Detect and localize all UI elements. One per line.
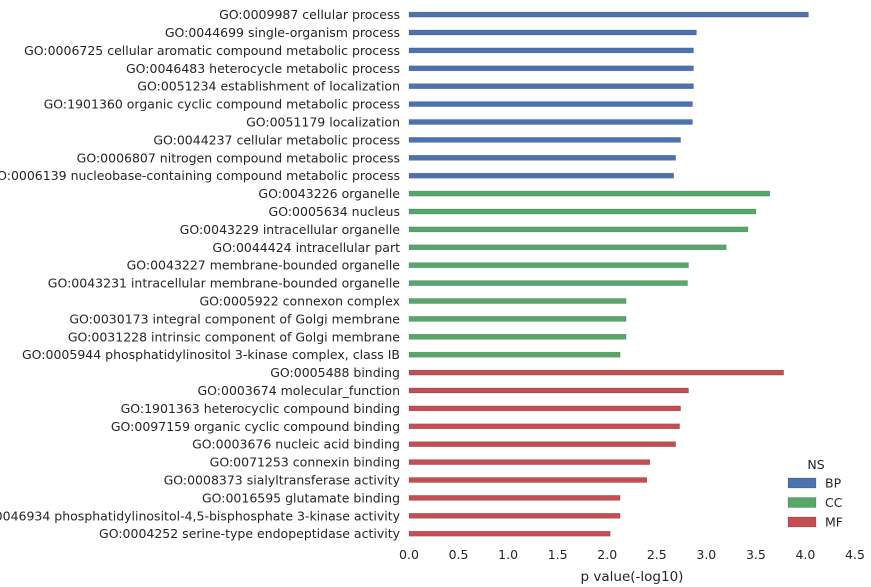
category-label: GO:0071253 connexin binding [210,455,400,470]
bar-mf [408,405,681,412]
bar-mf [408,441,676,448]
category-label: GO:0009987 cellular process [219,7,400,22]
category-label: GO:0044699 single-organism process [165,25,400,40]
bar-cc [408,262,689,269]
category-label: GO:0006807 nitrogen compound metabolic p… [77,150,400,165]
x-tick-label: 1.5 [548,547,568,562]
bar-cc [408,190,771,197]
x-axis-ticks: 0.0 0.5 1.0 1.5 2.0 2.5 3.0 3.5 4.0 4.5 [399,547,865,562]
category-label: GO:0044424 intracellular part [212,240,400,255]
category-label: GO:0008373 sialyltransferase activity [164,473,401,488]
bar-mf [408,369,784,376]
category-label: GO:0006139 nucleobase-containing compoun… [0,168,400,183]
x-tick-label: 4.0 [795,547,815,562]
legend-swatch-bp [787,477,817,489]
x-tick-label: 3.0 [696,547,716,562]
bar-bp [408,137,681,143]
category-labels: GO:0009987 cellular process GO:0044699 si… [0,7,401,541]
category-label: GO:0043229 intracellular organelle [180,222,401,237]
legend-label-cc: CC [825,495,843,510]
bar-cc [408,226,749,233]
legend-label-mf: MF [825,515,843,530]
x-tick-label: 2.5 [647,547,667,562]
category-label: GO:0043231 intracellular membrane-bounde… [48,276,401,291]
x-tick-label: 1.0 [498,547,518,562]
category-label: GO:0051179 localization [246,115,400,130]
legend-swatch-mf [787,516,817,528]
category-label: GO:0046483 heterocycle metabolic process [126,61,400,76]
bar-cc [408,333,627,340]
bar-bp [408,29,697,36]
category-label: GO:0003674 molecular_function [197,383,400,398]
category-label: GO:0005634 nucleus [269,204,400,219]
bar-cc [408,280,688,286]
bar-mf [408,387,689,394]
bar-bp [408,11,809,18]
legend-label-bp: BP [825,476,842,491]
bar-bp [408,47,694,54]
legend: NS BP CC MF [787,457,843,530]
bar-mf [408,459,651,465]
x-tick-label: 4.5 [845,547,865,562]
bar-cc [408,298,627,304]
bars-layer [408,11,809,537]
category-label: GO:0006725 cellular aromatic compound me… [24,43,400,58]
bar-bp [408,101,693,107]
category-label: GO:0005944 phosphatidylinositol 3-kinase… [22,347,400,362]
category-label: GO:0044237 cellular metabolic process [153,132,400,147]
x-axis-title: p value(-log10) [581,569,684,585]
bar-mf [408,423,680,430]
x-tick-label: 0.5 [449,547,469,562]
x-tick-label: 2.0 [597,547,617,562]
category-label: GO:0043226 organelle [258,186,400,201]
category-label: GO:0051234 establishment of localization [137,79,400,94]
bar-bp [408,155,676,161]
x-tick-label: 0.0 [399,547,419,562]
category-label: GO:0004252 serine-type endopeptidase act… [99,526,401,541]
category-label: GO:1901360 organic cyclic compound metab… [44,97,400,112]
bar-cc [408,244,727,251]
category-label: GO:0030173 integral component of Golgi m… [69,311,400,326]
bar-cc [408,316,627,322]
bar-mf [408,530,611,537]
category-label: GO:1901363 heterocyclic compound binding [121,401,400,416]
bar-mf [408,495,621,501]
category-label: GO:0005488 binding [270,365,400,380]
bar-bp [408,172,674,179]
category-label: GO:0016595 glutamate binding [202,490,400,505]
bar-mf [408,477,648,483]
category-label: GO:0003676 nucleic acid binding [192,437,400,452]
category-label: GO:0031228 intrinsic component of Golgi … [68,329,400,344]
legend-swatch-cc [787,497,817,508]
bar-cc [408,208,757,215]
category-label: GO:0043227 membrane-bounded organelle [127,258,401,273]
category-label: GO:0046934 phosphatidylinositol-4,5-bisp… [0,508,401,523]
legend-entries: BP CC MF [787,476,843,530]
bar-bp [408,83,694,89]
x-tick-label: 3.5 [746,547,766,562]
bar-cc [408,351,621,358]
bar-bp [408,65,694,72]
legend-title: NS [807,457,824,472]
category-label: GO:0097159 organic cyclic compound bindi… [111,419,400,434]
category-label: GO:0005922 connexon complex [199,294,400,309]
bar-mf [408,512,621,519]
bar-bp [408,119,693,125]
